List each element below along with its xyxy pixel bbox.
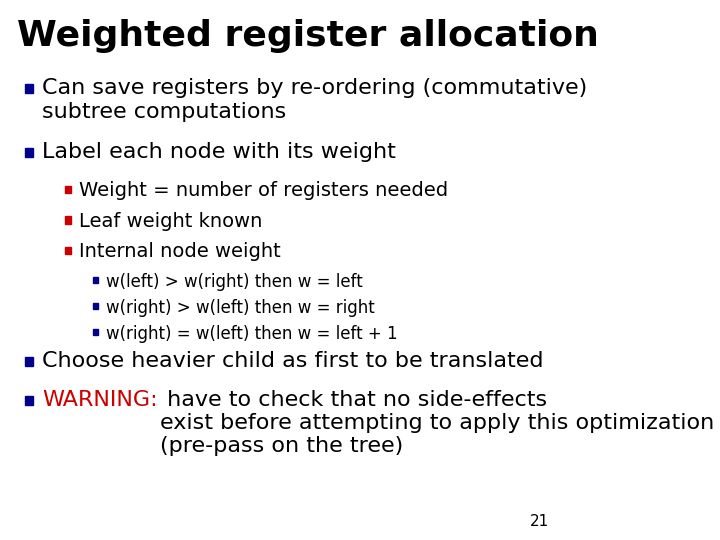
Text: have to check that no side-effects
exist before attempting to apply this optimiz: have to check that no side-effects exist…	[160, 390, 714, 456]
Text: Weight = number of registers needed: Weight = number of registers needed	[79, 181, 449, 200]
Text: Can save registers by re-ordering (commutative)
subtree computations: Can save registers by re-ordering (commu…	[42, 78, 588, 122]
Text: w(left) > w(right) then w = left: w(left) > w(right) then w = left	[107, 273, 363, 291]
Text: Weighted register allocation: Weighted register allocation	[17, 19, 599, 53]
Text: w(right) > w(left) then w = right: w(right) > w(left) then w = right	[107, 299, 375, 317]
Bar	[65, 247, 71, 254]
Bar	[25, 357, 33, 366]
Text: Leaf weight known: Leaf weight known	[79, 212, 263, 231]
Bar	[25, 148, 33, 157]
Text: Label each node with its weight: Label each node with its weight	[42, 142, 396, 162]
Bar	[94, 329, 98, 335]
Bar	[65, 186, 71, 193]
Bar	[25, 396, 33, 405]
Text: Internal node weight: Internal node weight	[79, 242, 281, 261]
Bar	[25, 84, 33, 93]
Text: WARNING:: WARNING:	[42, 390, 158, 410]
Bar	[65, 217, 71, 224]
Text: w(right) = w(left) then w = left + 1: w(right) = w(left) then w = left + 1	[107, 325, 398, 343]
Bar	[94, 303, 98, 309]
Bar	[94, 278, 98, 283]
Text: Choose heavier child as first to be translated: Choose heavier child as first to be tran…	[42, 351, 544, 371]
Text: 21: 21	[530, 514, 549, 529]
